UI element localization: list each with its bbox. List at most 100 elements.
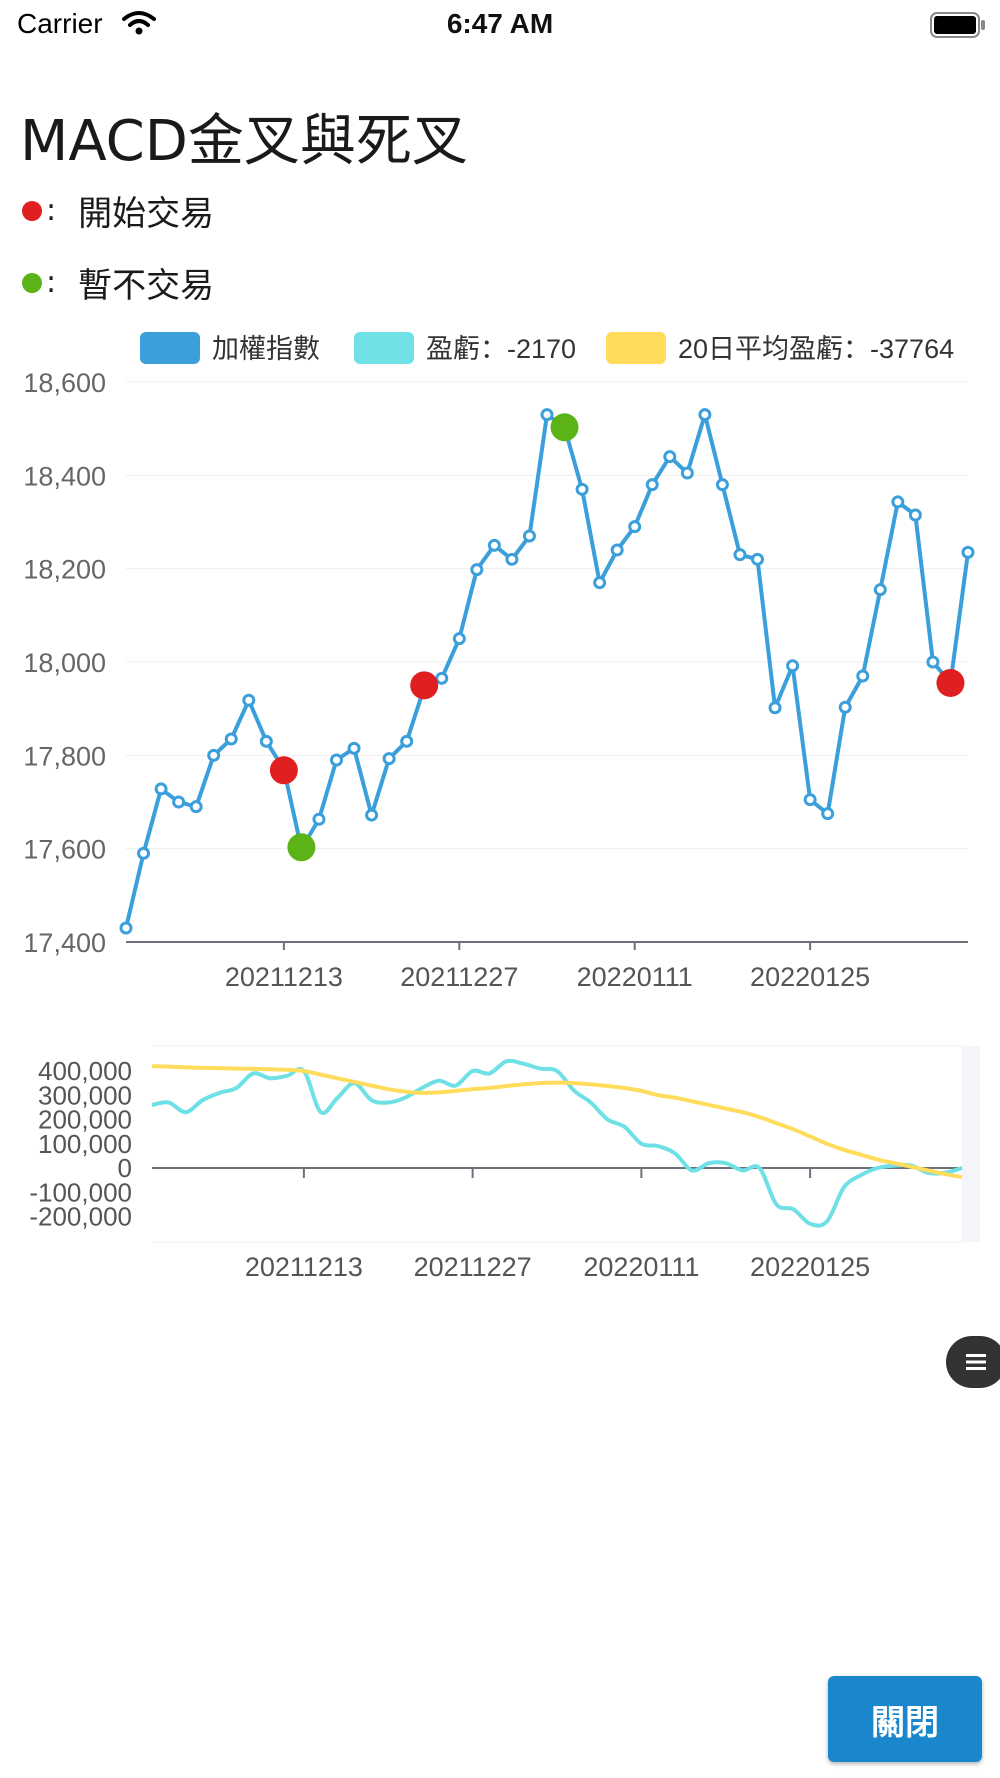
data-point[interactable] — [926, 655, 940, 669]
data-point[interactable] — [628, 520, 642, 534]
chart-legend: 加權指數 盈虧：-2170 20日平均盈虧：-37764 — [140, 332, 954, 364]
index-price-chart[interactable]: 加權指數 盈虧：-2170 20日平均盈虧：-37764 17,40017,6001… — [0, 320, 1000, 1000]
y-axis: 400,000300,000200,000100,0000-100,000-20… — [29, 1056, 132, 1232]
data-point[interactable] — [715, 478, 729, 492]
data-point[interactable] — [435, 671, 449, 685]
signal-markers — [269, 413, 965, 862]
y-axis: 17,400 17,600 17,800 18,000 18,200 18,400 18,6… — [23, 368, 106, 958]
data-point[interactable] — [663, 450, 677, 464]
y-tick-label: 17,800 — [23, 741, 106, 771]
green-dot-icon — [22, 272, 42, 293]
legend-pause-trading: : 暫不交易 — [22, 258, 214, 307]
chart-scroll-track — [962, 1046, 980, 1242]
legend-label[interactable]: 20日平均盈虧：-37764 — [678, 334, 954, 364]
legend-label-start-trading: 開始交易 — [78, 194, 215, 234]
legend-label[interactable]: 盈虧：-2170 — [426, 334, 576, 364]
data-point[interactable] — [259, 734, 273, 748]
y-tick-label: 18,600 — [23, 368, 106, 398]
signal-marker[interactable] — [287, 833, 316, 862]
data-point[interactable] — [189, 800, 203, 814]
index-line — [124, 412, 970, 929]
legend-swatch[interactable] — [354, 332, 414, 364]
data-point[interactable] — [856, 669, 870, 683]
x-tick-label: 20211213 — [245, 1252, 363, 1280]
chart-grid — [126, 381, 968, 850]
legend-label[interactable]: 加權指數 — [212, 334, 320, 364]
data-point[interactable] — [803, 793, 817, 807]
data-point[interactable] — [698, 408, 712, 422]
data-point[interactable] — [400, 734, 414, 748]
x-tick-label: 20211227 — [414, 1252, 532, 1280]
data-point[interactable] — [891, 495, 905, 509]
close-button[interactable]: 關閉 — [828, 1676, 982, 1762]
data-point[interactable] — [908, 508, 922, 522]
data-point[interactable] — [382, 752, 396, 766]
legend-swatch[interactable] — [606, 332, 666, 364]
battery-icon — [930, 12, 985, 38]
data-point[interactable] — [154, 782, 168, 796]
chart-grid — [152, 1045, 962, 1243]
data-point[interactable] — [873, 583, 887, 597]
y-tick-label: 18,000 — [23, 648, 106, 678]
data-point[interactable] — [505, 552, 519, 566]
y-tick-label: -100,000 — [29, 1177, 132, 1207]
y-tick-label: 0 — [118, 1153, 132, 1183]
data-point[interactable] — [312, 812, 326, 826]
profit-chart[interactable]: 400,000300,000200,000100,0000-100,000-20… — [0, 1030, 1000, 1280]
data-point[interactable] — [242, 693, 256, 707]
signal-marker[interactable] — [550, 413, 579, 442]
data-point[interactable] — [330, 753, 343, 767]
data-point[interactable] — [119, 921, 133, 935]
data-point[interactable] — [365, 808, 379, 822]
x-tick-label: 20211213 — [225, 962, 343, 992]
data-point[interactable] — [224, 732, 238, 746]
data-point[interactable] — [452, 632, 466, 646]
y-tick-label: 18,400 — [23, 461, 106, 491]
data-point[interactable] — [821, 807, 835, 821]
wifi-icon — [122, 11, 156, 35]
data-point[interactable] — [751, 552, 764, 566]
data-point[interactable] — [838, 700, 852, 714]
data-point[interactable] — [610, 543, 624, 557]
legend-separator: : — [46, 193, 57, 228]
data-point[interactable] — [786, 659, 800, 673]
x-tick-label: 20220125 — [750, 962, 870, 992]
x-tick-label: 20220111 — [577, 962, 693, 992]
legend-label-pause-trading: 暫不交易 — [78, 266, 215, 306]
data-point[interactable] — [593, 576, 607, 590]
data-point[interactable] — [207, 748, 221, 762]
data-point[interactable] — [540, 408, 554, 422]
y-tick-label: 300,000 — [38, 1080, 132, 1110]
x-tick-label: 20220125 — [750, 1252, 870, 1280]
legend-start-trading: : 開始交易 — [22, 186, 214, 235]
data-point[interactable] — [733, 548, 747, 562]
profit-line — [151, 1058, 963, 1228]
red-dot-icon — [22, 200, 42, 221]
data-point[interactable] — [522, 529, 536, 543]
y-tick-label: 100,000 — [38, 1129, 132, 1159]
data-point[interactable] — [645, 478, 659, 492]
signal-marker[interactable] — [269, 756, 298, 785]
series-index — [119, 408, 975, 935]
signal-marker[interactable] — [936, 669, 965, 697]
data-point[interactable] — [575, 482, 589, 496]
avg-profit-line — [151, 1064, 963, 1180]
data-point[interactable] — [487, 538, 501, 552]
x-axis: 20211213 20211227 20220111 20220125 — [126, 941, 968, 992]
y-tick-label: 17,600 — [23, 835, 106, 865]
data-point[interactable] — [680, 466, 694, 480]
data-point[interactable] — [961, 545, 975, 559]
data-point[interactable] — [470, 563, 484, 577]
y-tick-label: -200,000 — [29, 1202, 132, 1232]
data-point[interactable] — [347, 741, 361, 755]
series-lines — [151, 1058, 963, 1228]
data-point[interactable] — [137, 846, 151, 860]
x-tick-label: 20211227 — [400, 962, 518, 992]
clock: 6:47 AM — [446, 8, 554, 39]
data-point[interactable] — [768, 701, 782, 715]
legend-separator: : — [46, 265, 57, 300]
legend-swatch[interactable] — [140, 332, 200, 364]
floating-menu-button[interactable] — [946, 1336, 1000, 1388]
signal-marker[interactable] — [410, 671, 439, 700]
data-point[interactable] — [172, 795, 186, 809]
